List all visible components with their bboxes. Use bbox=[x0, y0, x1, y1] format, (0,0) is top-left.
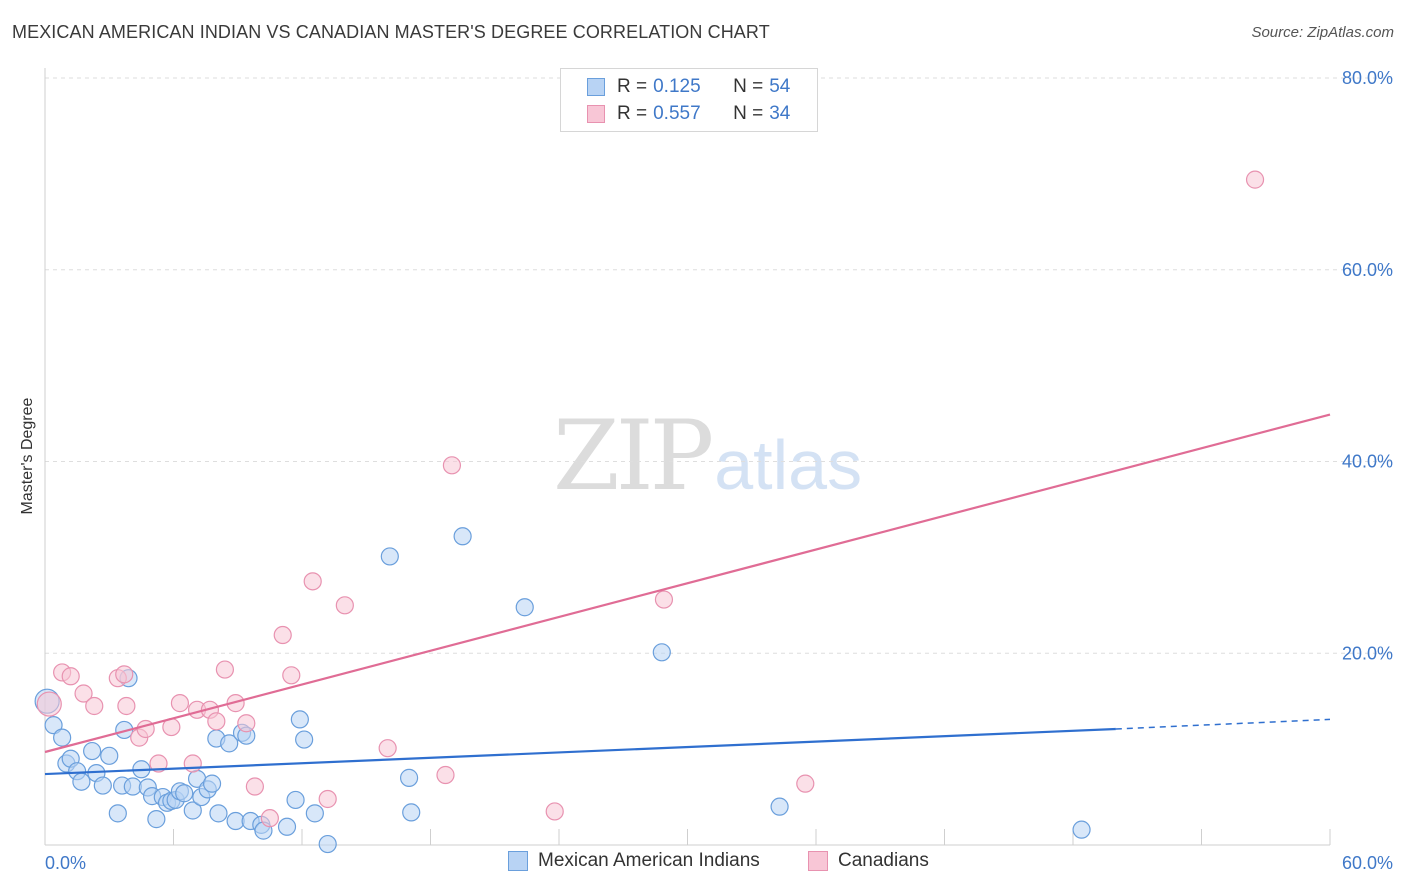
point-canadians bbox=[796, 774, 815, 793]
series-name: Canadians bbox=[838, 850, 929, 871]
source-label: Source: ZipAtlas.com bbox=[1251, 24, 1394, 41]
series-swatch-blue bbox=[508, 851, 528, 871]
point-canadians bbox=[436, 765, 455, 785]
x-tick-label: 0.0% bbox=[45, 853, 86, 873]
point-canadians bbox=[183, 754, 202, 773]
chart-title: MEXICAN AMERICAN INDIAN VS CANADIAN MAST… bbox=[12, 22, 770, 42]
point-mexican-american-indians bbox=[220, 734, 239, 753]
point-mexican-american-indians bbox=[1072, 820, 1091, 839]
point-canadians bbox=[207, 712, 226, 731]
legend-n-label: N = bbox=[733, 103, 764, 124]
legend-n-value: 34 bbox=[769, 103, 791, 124]
point-canadians bbox=[85, 696, 104, 716]
correlation-legend: R = 0.125 N = 54 R = 0.557 N = 34 bbox=[560, 68, 818, 132]
point-mexican-american-indians bbox=[399, 768, 419, 787]
point-mexican-american-indians bbox=[295, 730, 314, 749]
legend-r-label: R = bbox=[617, 103, 648, 124]
point-canadians bbox=[273, 625, 292, 645]
point-canadians bbox=[237, 714, 256, 733]
point-mexican-american-indians bbox=[652, 643, 671, 662]
y-tick-label: 20.0% bbox=[1342, 643, 1393, 663]
point-canadians bbox=[245, 777, 264, 796]
point-canadians bbox=[378, 739, 397, 758]
point-canadians bbox=[61, 667, 80, 686]
point-canadians bbox=[74, 684, 93, 703]
point-canadians bbox=[1245, 170, 1265, 189]
legend-row-mexican-american-indians: R = 0.125 N = 54 bbox=[587, 74, 790, 100]
point-canadians bbox=[260, 809, 279, 828]
point-canadians bbox=[282, 666, 301, 685]
point-canadians bbox=[149, 754, 168, 773]
point-mexican-american-indians bbox=[147, 810, 166, 829]
point-canadians bbox=[442, 456, 462, 475]
series-swatch-pink bbox=[808, 851, 828, 871]
point-mexican-american-indians bbox=[175, 784, 194, 803]
trendline-mexican-american-indians bbox=[44, 727, 1116, 776]
point-mexican-american-indians bbox=[290, 710, 309, 729]
point-canadians bbox=[303, 572, 322, 591]
point-mexican-american-indians bbox=[277, 817, 297, 836]
point-canadians bbox=[545, 802, 564, 821]
series-legend: Mexican American Indians Canadians bbox=[0, 850, 1406, 878]
y-tick-label: 80.0% bbox=[1342, 68, 1393, 88]
point-mexican-american-indians bbox=[286, 790, 305, 810]
point-mexican-american-indians bbox=[202, 774, 222, 793]
point-canadians bbox=[115, 665, 134, 684]
point-mexican-american-indians bbox=[108, 804, 127, 823]
series-legend-canadians[interactable]: Canadians bbox=[808, 850, 929, 872]
legend-r-value: 0.557 bbox=[653, 103, 701, 124]
y-tick-label: 40.0% bbox=[1342, 452, 1393, 472]
legend-swatch-pink bbox=[587, 105, 605, 123]
legend-n-value: 54 bbox=[769, 76, 791, 97]
point-mexican-american-indians bbox=[402, 803, 421, 822]
point-canadians bbox=[335, 596, 354, 615]
point-mexican-american-indians bbox=[770, 797, 789, 816]
point-mexican-american-indians bbox=[44, 716, 63, 735]
point-canadians bbox=[170, 694, 190, 713]
point-mexican-american-indians bbox=[453, 527, 472, 546]
point-canadians bbox=[215, 660, 234, 679]
y-tick-label: 60.0% bbox=[1342, 260, 1393, 280]
point-mexican-american-indians bbox=[305, 804, 324, 823]
x-tick-label: 60.0% bbox=[1342, 853, 1393, 873]
point-mexican-american-indians bbox=[93, 776, 112, 795]
legend-row-canadians: R = 0.557 N = 34 bbox=[587, 101, 790, 127]
point-canadians bbox=[318, 789, 337, 809]
legend-n-label: N = bbox=[733, 76, 764, 97]
point-mexican-american-indians bbox=[72, 772, 91, 791]
legend-r-label: R = bbox=[617, 76, 648, 97]
series-name: Mexican American Indians bbox=[538, 850, 760, 871]
point-mexican-american-indians bbox=[209, 804, 228, 823]
legend-swatch-blue bbox=[587, 78, 605, 96]
point-mexican-american-indians bbox=[318, 834, 337, 854]
trendline-extension bbox=[1115, 718, 1331, 730]
point-mexican-american-indians bbox=[183, 801, 202, 820]
point-canadians bbox=[36, 691, 62, 717]
trendline-canadians bbox=[44, 413, 1331, 754]
point-mexican-american-indians bbox=[380, 547, 399, 566]
series-legend-mexican-american-indians[interactable]: Mexican American Indians bbox=[508, 850, 760, 872]
point-mexican-american-indians bbox=[100, 746, 119, 765]
point-canadians bbox=[117, 696, 136, 716]
point-mexican-american-indians bbox=[53, 728, 72, 747]
point-mexican-american-indians bbox=[515, 598, 534, 617]
point-canadians bbox=[654, 590, 674, 609]
point-mexican-american-indians bbox=[83, 741, 102, 761]
legend-r-value: 0.125 bbox=[653, 76, 701, 97]
